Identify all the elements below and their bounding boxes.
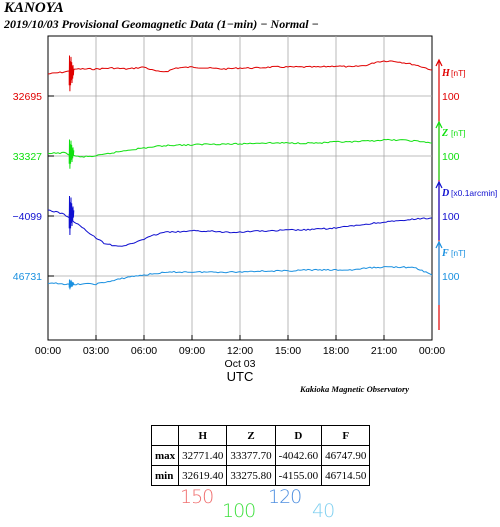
series-unit-label: [nT]	[451, 68, 466, 78]
series-unit-label: [nT]	[451, 128, 466, 138]
stats-header-z: Z	[226, 425, 276, 446]
stats-header-row: H Z D F	[150, 425, 371, 446]
series-disturbance-spike	[68, 195, 75, 236]
stats-header-h: H	[178, 425, 228, 446]
series-unit-label: [x0.1arcmin]	[451, 188, 497, 198]
stats-cell: -4042.60	[274, 445, 323, 466]
scale-value-h: 150	[180, 486, 214, 508]
series-line	[47, 209, 433, 247]
x-tick-label: 15:00	[275, 345, 301, 357]
stats-row-label: min	[150, 465, 180, 486]
stats-row-min: min 32619.40 33275.80 -4155.00 46714.50	[150, 465, 371, 486]
observatory-credit: Kakioka Magnetic Observatory	[300, 384, 410, 394]
x-tick-label: 09:00	[179, 345, 205, 357]
x-tick-label: 00:00	[419, 345, 445, 357]
stats-cell: 32619.40	[178, 465, 228, 486]
stats-row-max: max 32771.40 33377.70 -4042.60 46747.90	[150, 445, 371, 466]
x-date-label: Oct 03	[225, 358, 256, 370]
scale-value-d: 120	[268, 486, 302, 508]
series-scale-label: 100	[442, 271, 460, 283]
x-tick-label: 21:00	[371, 345, 397, 357]
series-scale-label: 100	[442, 91, 460, 103]
x-tick-label: 06:00	[131, 345, 157, 357]
series-baseline-label: −4099	[13, 211, 43, 223]
chart-subtitle: 2019/10/03 Provisional Geomagnetic Data …	[4, 17, 319, 31]
scale-values: 150 100 120 40	[0, 486, 500, 526]
x-tick-label: 12:00	[227, 345, 253, 357]
series-disturbance-spike	[68, 279, 75, 290]
scale-bar-arrow	[435, 58, 443, 67]
series-line	[47, 266, 433, 286]
series-disturbance-spike	[68, 139, 75, 169]
stats-cell: -4155.00	[274, 465, 323, 486]
series-scale-label: 100	[442, 151, 460, 163]
series-baseline-label: 46731	[13, 271, 42, 283]
stats-header-d: D	[274, 425, 323, 446]
stats-cell: 32771.40	[178, 445, 228, 466]
stats-cell: 33377.70	[226, 445, 276, 466]
scale-bar-arrow	[435, 120, 443, 129]
station-title: KANOYA	[4, 0, 64, 16]
series-line	[47, 138, 433, 158]
x-tick-label: 03:00	[83, 345, 109, 357]
x-axis-label: UTC	[227, 369, 254, 384]
stats-header-f: F	[321, 425, 371, 446]
scale-value-f: 40	[312, 500, 335, 522]
stats-cell: 46714.50	[321, 465, 371, 486]
series-disturbance-spike	[68, 55, 75, 92]
scale-value-z: 100	[222, 500, 256, 522]
x-tick-label: 18:00	[323, 345, 349, 357]
stats-cell: 33275.80	[226, 465, 276, 486]
x-tick-label: 00:00	[35, 345, 61, 357]
geomagnetic-chart: 00:00 03:00 06:00 09:00 12:00 15:00 18:00 21:00…	[13, 35, 497, 384]
series-unit-label: [nT]	[451, 248, 466, 258]
series-name-label: F	[441, 248, 449, 259]
series-scale-label: 100	[442, 211, 460, 223]
stats-cell: 46747.90	[321, 445, 371, 466]
series-name-label: H	[441, 68, 451, 79]
series-name-label: Z	[441, 128, 448, 139]
series-baseline-label: 32695	[13, 91, 42, 103]
series-baseline-label: 33327	[13, 151, 42, 163]
series-line	[47, 60, 433, 75]
stats-row-label: max	[150, 445, 180, 466]
scale-bar-arrow	[435, 180, 443, 189]
stats-table: H Z D F max 32771.40 33377.70 -4042.60 4…	[150, 425, 371, 486]
stats-corner-cell	[150, 425, 180, 446]
scale-bar-arrow	[435, 240, 443, 249]
series-name-label: D	[441, 188, 449, 199]
